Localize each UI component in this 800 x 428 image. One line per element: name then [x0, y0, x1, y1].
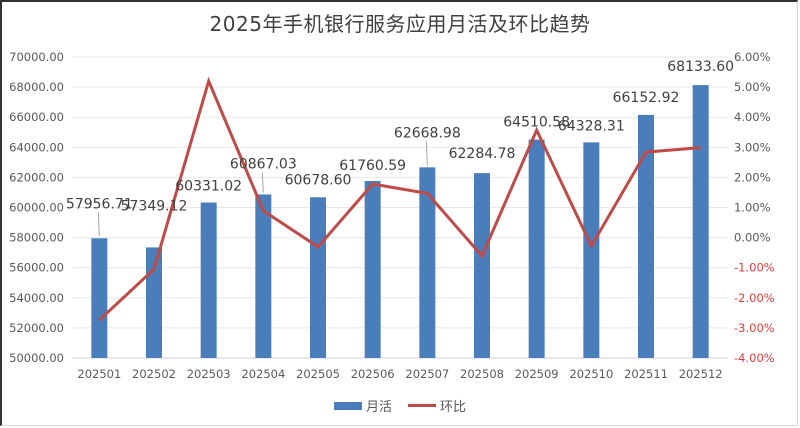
bar[interactable]	[364, 181, 381, 358]
bar[interactable]	[638, 114, 654, 358]
right-axis-tick: -4.00%	[734, 351, 775, 365]
right-axis-tick: 0.00%	[734, 231, 771, 245]
left-axis-tick: 60000.00	[9, 201, 64, 215]
data-label: 64510.58	[503, 115, 570, 131]
x-axis-tick: 202501	[77, 367, 121, 381]
data-label: 61760.59	[339, 158, 406, 174]
left-axis-tick: 58000.00	[9, 231, 64, 245]
x-axis-tick: 202509	[515, 367, 559, 381]
data-label: 64328.31	[558, 118, 625, 134]
data-label: 68133.60	[667, 59, 734, 75]
data-label: 57956.71	[66, 196, 133, 212]
right-axis-tick: -1.00%	[734, 261, 775, 275]
left-axis-tick: 50000.00	[9, 351, 64, 365]
leader-line	[97, 212, 100, 237]
left-axis-tick: 64000.00	[9, 140, 64, 154]
left-axis-tick: 54000.00	[9, 291, 64, 305]
x-axis-tick: 202512	[679, 367, 723, 381]
left-axis-tick: 66000.00	[9, 110, 64, 124]
right-axis-tick: 2.00%	[734, 170, 771, 184]
legend: 月活 环比	[0, 396, 800, 415]
left-axis-tick: 70000.00	[9, 50, 64, 64]
legend-item-bar[interactable]: 月活	[333, 396, 392, 415]
data-label: 60678.60	[285, 172, 352, 188]
data-label: 62668.98	[394, 125, 461, 141]
legend-item-line[interactable]: 环比	[408, 396, 466, 415]
x-axis-tick: 202503	[187, 367, 231, 381]
left-axis-tick: 68000.00	[9, 80, 64, 94]
data-label: 66152.92	[613, 90, 680, 106]
x-axis-tick: 202506	[351, 367, 395, 381]
bar[interactable]	[692, 85, 709, 358]
bar[interactable]	[91, 238, 108, 358]
right-axis-tick: 5.00%	[734, 80, 771, 94]
line-series[interactable]	[98, 76, 701, 322]
x-axis-tick: 202508	[460, 367, 504, 381]
x-axis-tick: 202511	[624, 367, 668, 381]
x-axis-tick: 202504	[241, 367, 285, 381]
bar[interactable]	[146, 247, 162, 358]
leader-line	[261, 172, 264, 193]
data-label: 60867.03	[230, 156, 297, 172]
bar[interactable]	[528, 139, 545, 358]
bar[interactable]	[200, 202, 217, 358]
bar[interactable]	[474, 173, 490, 358]
x-axis-tick: 202510	[569, 367, 613, 381]
right-axis-tick: 4.00%	[734, 110, 771, 124]
chart-title: 2025年手机银行服务应用月活及环比趋势	[209, 12, 591, 36]
right-axis-tick: -3.00%	[734, 321, 775, 335]
bar[interactable]	[419, 167, 436, 358]
x-axis-tick: 202502	[132, 367, 176, 381]
left-axis-tick: 52000.00	[9, 321, 64, 335]
x-axis-tick: 202505	[296, 367, 340, 381]
bar[interactable]	[255, 194, 272, 358]
data-label: 62284.78	[449, 146, 516, 162]
right-axis-tick: -2.00%	[734, 291, 775, 305]
x-axis-tick: 202507	[405, 367, 449, 381]
line-swatch-icon	[408, 404, 436, 407]
bar-swatch-icon	[333, 401, 362, 410]
left-axis-tick: 56000.00	[9, 261, 64, 275]
bar[interactable]	[310, 197, 326, 358]
legend-line-label: 环比	[440, 400, 467, 415]
right-axis-tick: 1.00%	[734, 201, 771, 215]
leader-line	[425, 141, 428, 166]
right-axis-tick: 6.00%	[734, 50, 771, 64]
right-axis-tick: 3.00%	[734, 140, 771, 154]
bar[interactable]	[583, 142, 600, 358]
data-label: 60331.02	[175, 179, 242, 195]
data-label: 57349.12	[121, 198, 188, 214]
left-axis-tick: 62000.00	[9, 170, 64, 184]
legend-bar-label: 月活	[365, 400, 392, 415]
